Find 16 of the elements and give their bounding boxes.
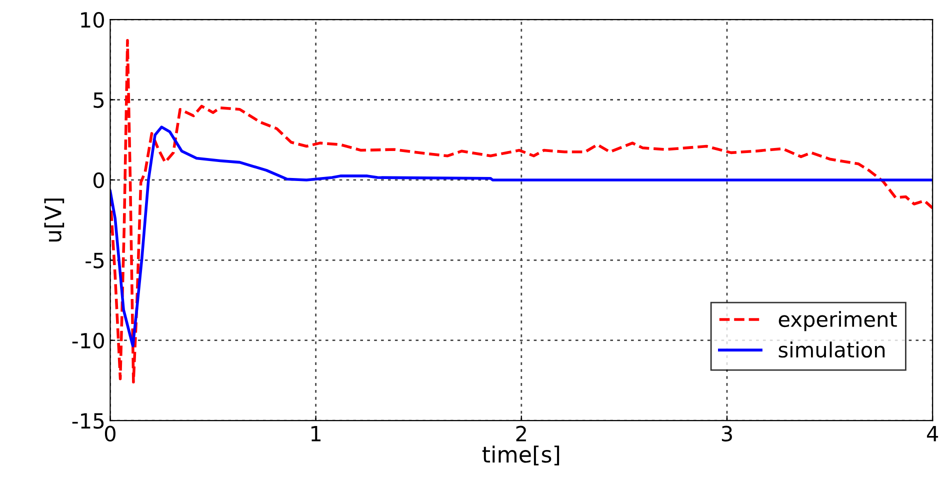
x-tick-label: 4 — [926, 426, 938, 442]
x-tick-label: 2 — [516, 426, 526, 442]
y-axis-title: u[V] — [44, 198, 64, 242]
y-tick-label: -10 — [72, 332, 104, 349]
line-series — [110, 39, 933, 384]
x-tick-label: 0 — [104, 426, 116, 442]
legend-label: experiment — [778, 310, 897, 332]
y-tick-label: -15 — [72, 413, 104, 429]
y-tick-label: 5 — [94, 92, 104, 108]
x-tick-label: 3 — [722, 426, 732, 442]
y-tick-label: 10 — [81, 12, 104, 28]
legend-label: simulation — [778, 342, 885, 358]
x-axis-title: time[s] — [482, 446, 560, 466]
y-tick-label: -5 — [86, 252, 104, 268]
y-tick-label: 0 — [93, 172, 104, 188]
x-tick-label: 1 — [311, 426, 321, 442]
